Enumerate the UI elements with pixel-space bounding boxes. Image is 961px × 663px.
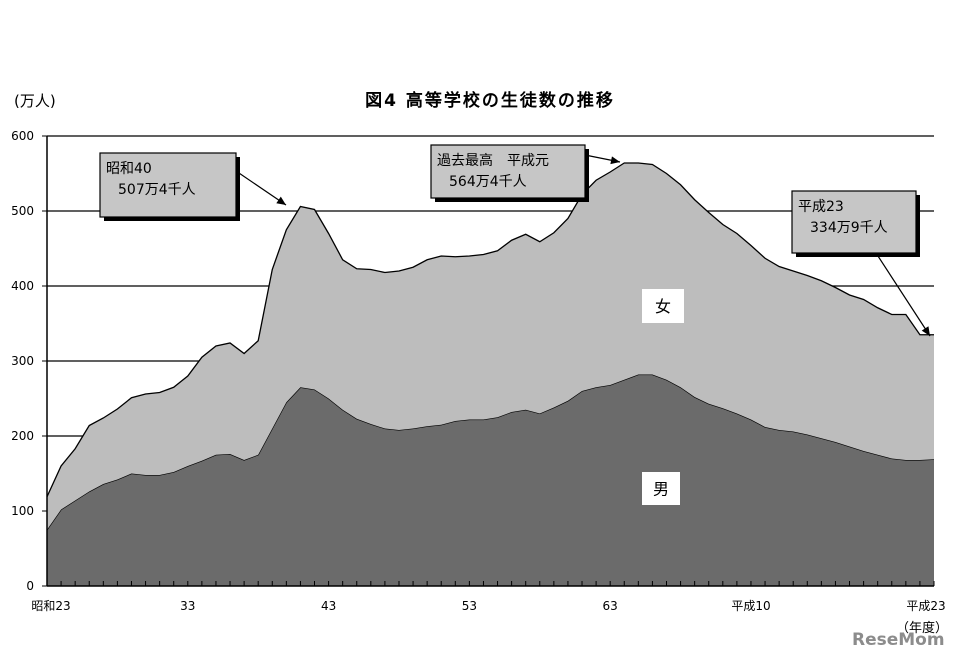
region-label-0: 女	[655, 297, 671, 316]
y-tick-label-600: 600	[11, 129, 34, 143]
region-label-1: 男	[653, 480, 669, 499]
callout-arrow	[235, 170, 287, 206]
chart-title: 図4 高等学校の生徒数の推移	[365, 91, 615, 111]
x-tick-label-0: 昭和23	[31, 599, 70, 613]
callout-arrowhead	[276, 196, 286, 205]
region-label-box	[642, 472, 680, 505]
x-axis-unit: （年度）	[896, 621, 949, 636]
callout-arrowhead	[921, 326, 930, 336]
x-tick-label-1: 33	[180, 599, 195, 613]
callout-text: 334万9千人	[810, 220, 888, 236]
callout-1: 過去最高 平成元 564万4千人	[430, 144, 621, 202]
y-tick-label-400: 400	[11, 279, 34, 293]
y-axis-unit: (万人)	[14, 92, 56, 110]
callout-text: 平成23	[798, 199, 844, 215]
y-tick-label-500: 500	[11, 204, 34, 218]
line-female	[46, 162, 934, 498]
region-labels: 女男	[642, 289, 684, 505]
x-tick-label-3: 53	[462, 599, 477, 613]
y-tick-label-0: 0	[26, 579, 34, 593]
callout-text: 過去最高 平成元	[437, 152, 549, 169]
x-tick-label-6: 平成23	[906, 599, 945, 613]
callout-2: 平成23 334万9千人	[791, 190, 931, 337]
callout-box	[99, 152, 237, 218]
callout-text: 507万4千人	[118, 182, 196, 198]
y-tick-label-300: 300	[11, 354, 34, 368]
y-tick-label-200: 200	[11, 429, 34, 443]
callout-0: 昭和40 507万4千人	[99, 152, 287, 221]
callout-box	[430, 144, 586, 199]
x-tick-labels: 昭和23 33 43 53 63 平成10 平成23	[31, 599, 945, 613]
series-areas	[46, 162, 935, 586]
x-tick-label-4: 63	[603, 599, 618, 613]
watermark-logo: ReseMom	[852, 630, 945, 650]
callout-box	[791, 190, 917, 254]
x-tick-label-2: 43	[321, 599, 336, 613]
region-label-box	[642, 289, 684, 323]
y-tick-label-100: 100	[11, 504, 34, 518]
y-tick-labels: 0 100 200 300 400 500 600	[11, 129, 34, 593]
callout-text: 昭和40	[106, 161, 152, 177]
callout-arrowhead	[610, 156, 620, 165]
callout-arrow	[875, 252, 931, 337]
x-tick-label-5: 平成10	[731, 599, 770, 613]
callout-text: 564万4千人	[449, 174, 527, 190]
area-female	[47, 163, 934, 530]
area-male	[47, 374, 934, 586]
axes	[42, 135, 935, 587]
